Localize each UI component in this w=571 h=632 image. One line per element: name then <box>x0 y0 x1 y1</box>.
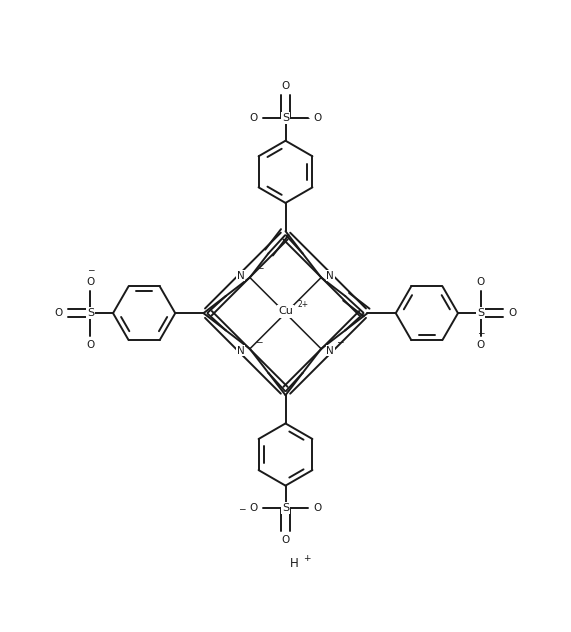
Text: O: O <box>86 277 95 286</box>
Text: N: N <box>237 271 245 281</box>
Text: S: S <box>477 308 484 318</box>
Text: N: N <box>237 346 245 356</box>
Text: 2+: 2+ <box>297 300 308 308</box>
Text: O: O <box>476 277 485 286</box>
Text: O: O <box>250 113 258 123</box>
Text: Cu: Cu <box>278 307 293 317</box>
Text: O: O <box>313 113 321 123</box>
Text: O: O <box>282 82 289 92</box>
Text: −: − <box>477 329 484 337</box>
Text: −: − <box>301 114 309 123</box>
Text: O: O <box>282 535 289 545</box>
Text: +: + <box>303 554 311 562</box>
Text: −: − <box>256 263 264 272</box>
Text: S: S <box>282 503 289 513</box>
Text: N: N <box>326 346 334 356</box>
Text: O: O <box>313 503 321 513</box>
Text: −: − <box>87 265 94 274</box>
Text: −: − <box>336 337 344 346</box>
Text: S: S <box>282 113 289 123</box>
Text: −: − <box>255 337 262 346</box>
Text: O: O <box>55 308 63 318</box>
Text: S: S <box>87 308 94 318</box>
Text: O: O <box>476 340 485 350</box>
Text: −: − <box>238 504 246 513</box>
Text: N: N <box>326 271 334 281</box>
Text: O: O <box>508 308 516 318</box>
Text: O: O <box>250 503 258 513</box>
Text: O: O <box>86 340 95 350</box>
Text: H: H <box>289 557 299 570</box>
